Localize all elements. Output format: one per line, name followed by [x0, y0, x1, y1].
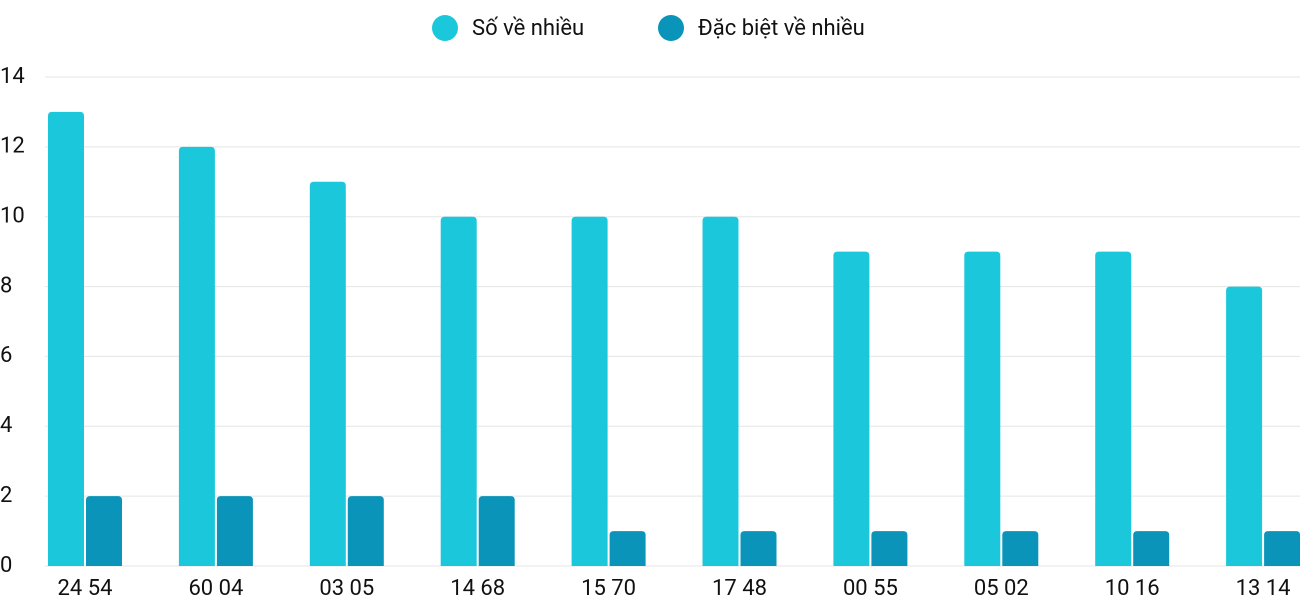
y-tick-label: 10: [0, 204, 25, 229]
y-tick-label: 2: [0, 483, 12, 508]
x-tick-label: 24 54: [58, 576, 113, 600]
x-tick-label: 17 48: [712, 576, 767, 600]
bar: [1226, 286, 1263, 566]
bar: [1264, 531, 1300, 566]
legend-label: Đặc biệt về nhiều: [698, 16, 865, 41]
bar: [347, 496, 384, 566]
y-tick-label: 0: [0, 553, 12, 578]
y-tick-label: 12: [0, 134, 25, 159]
legend-marker: [658, 15, 684, 41]
y-tick-label: 6: [0, 343, 12, 368]
x-tick-label: 00 55: [843, 576, 898, 600]
y-tick-label: 4: [0, 413, 12, 438]
x-tick-label: 13 14: [1236, 576, 1291, 600]
bar: [571, 216, 608, 566]
bar: [86, 496, 122, 566]
bar: [440, 216, 477, 566]
bar: [1133, 531, 1170, 566]
bar: [309, 181, 346, 567]
y-tick-label: 8: [0, 273, 12, 298]
bar: [702, 216, 739, 566]
bar: [1002, 531, 1039, 566]
bar: [48, 111, 84, 566]
bar: [216, 496, 253, 566]
bar: [871, 531, 908, 566]
x-tick-label: 05 02: [974, 576, 1029, 600]
x-tick-label: 14 68: [450, 576, 505, 600]
legend-label: Số về nhiều: [472, 16, 584, 41]
legend-marker: [432, 15, 458, 41]
bar: [833, 251, 870, 566]
x-tick-label: 10 16: [1105, 576, 1160, 600]
x-tick-label: 03 05: [319, 576, 374, 600]
bar: [478, 496, 515, 566]
x-tick-label: 60 04: [188, 576, 243, 600]
bar: [609, 531, 646, 566]
x-tick-label: 15 70: [581, 576, 636, 600]
bar: [1095, 251, 1132, 566]
bar: [178, 146, 215, 566]
bar: [964, 251, 1001, 566]
bar: [740, 531, 777, 566]
y-tick-label: 14: [0, 64, 25, 89]
